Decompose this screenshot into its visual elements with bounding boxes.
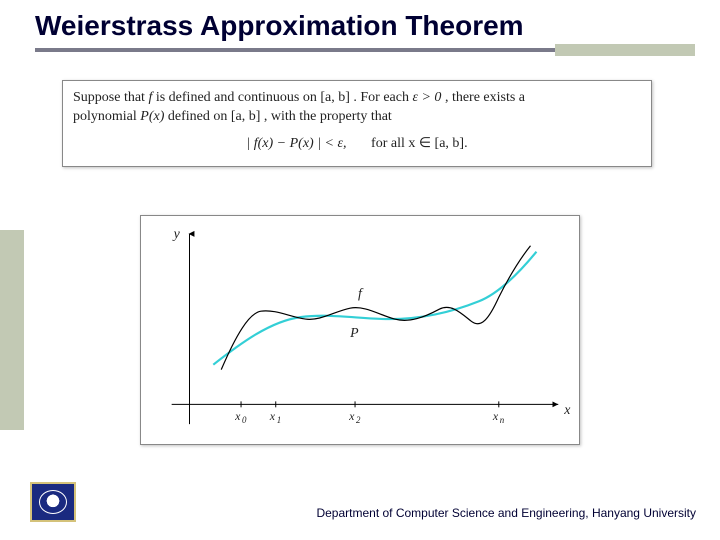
text-fragment: [a, b] <box>320 90 350 105</box>
x-axis-label: x <box>563 403 571 418</box>
approximation-chart: y x x0x1x2xn f P <box>140 215 580 445</box>
theorem-line-1: Suppose that f is defined and continuous… <box>73 89 641 108</box>
slide-title: Weierstrass Approximation Theorem <box>35 10 695 42</box>
equation-rhs: for all x ∈ [a, b]. <box>371 136 468 151</box>
title-underline <box>35 48 695 52</box>
text-fragment: is defined and continuous on <box>156 90 320 105</box>
text-fragment: [a, b] <box>231 109 261 124</box>
svg-text:1: 1 <box>277 415 281 425</box>
x-ticks: x0x1x2xn <box>234 401 505 425</box>
svg-text:x: x <box>234 409 241 423</box>
svg-text:x: x <box>348 409 355 423</box>
title-area: Weierstrass Approximation Theorem <box>35 10 695 52</box>
text-fragment: Suppose that <box>73 90 148 105</box>
logo-emblem <box>39 490 67 514</box>
text-fragment: polynomial <box>73 109 140 124</box>
text-fragment: , there exists a <box>445 90 525 105</box>
svg-text:x: x <box>492 409 499 423</box>
theorem-equation: | f(x) − P(x) | < ε, for all x ∈ [a, b]. <box>73 135 641 154</box>
text-fragment: , with the property that <box>264 109 392 124</box>
svg-text:n: n <box>500 415 505 425</box>
chart-svg: y x x0x1x2xn f P <box>141 216 579 444</box>
curve-f <box>221 246 530 370</box>
text-fragment: P(x) <box>140 109 164 124</box>
svg-text:0: 0 <box>242 415 247 425</box>
equation-lhs: | f(x) − P(x) | < ε, <box>246 136 346 151</box>
svg-text:2: 2 <box>356 415 361 425</box>
text-fragment: . For each <box>353 90 412 105</box>
text-fragment: ε > 0 <box>412 90 441 105</box>
text-fragment: defined on <box>168 109 231 124</box>
text-fragment: f <box>148 90 152 105</box>
left-accent-rail <box>0 230 24 430</box>
y-axis-label: y <box>172 227 181 242</box>
curve-p <box>213 252 536 365</box>
curve-p-label: P <box>349 326 359 341</box>
theorem-statement-box: Suppose that f is defined and continuous… <box>62 80 652 167</box>
svg-text:x: x <box>269 409 276 423</box>
curve-f-label: f <box>358 286 364 301</box>
university-logo <box>30 482 76 522</box>
theorem-line-2: polynomial P(x) defined on [a, b] , with… <box>73 108 641 127</box>
footer-text: Department of Computer Science and Engin… <box>316 506 696 520</box>
